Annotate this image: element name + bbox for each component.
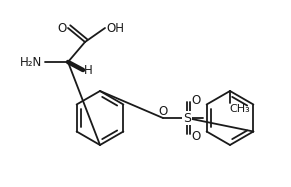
Text: O: O <box>57 22 67 34</box>
Text: CH₃: CH₃ <box>230 104 250 114</box>
Text: H: H <box>84 64 92 76</box>
Text: H₂N: H₂N <box>20 56 42 68</box>
Text: OH: OH <box>106 22 124 34</box>
Text: O: O <box>158 105 168 117</box>
Text: O: O <box>191 94 200 107</box>
Text: S: S <box>183 111 191 125</box>
Text: O: O <box>191 130 200 142</box>
